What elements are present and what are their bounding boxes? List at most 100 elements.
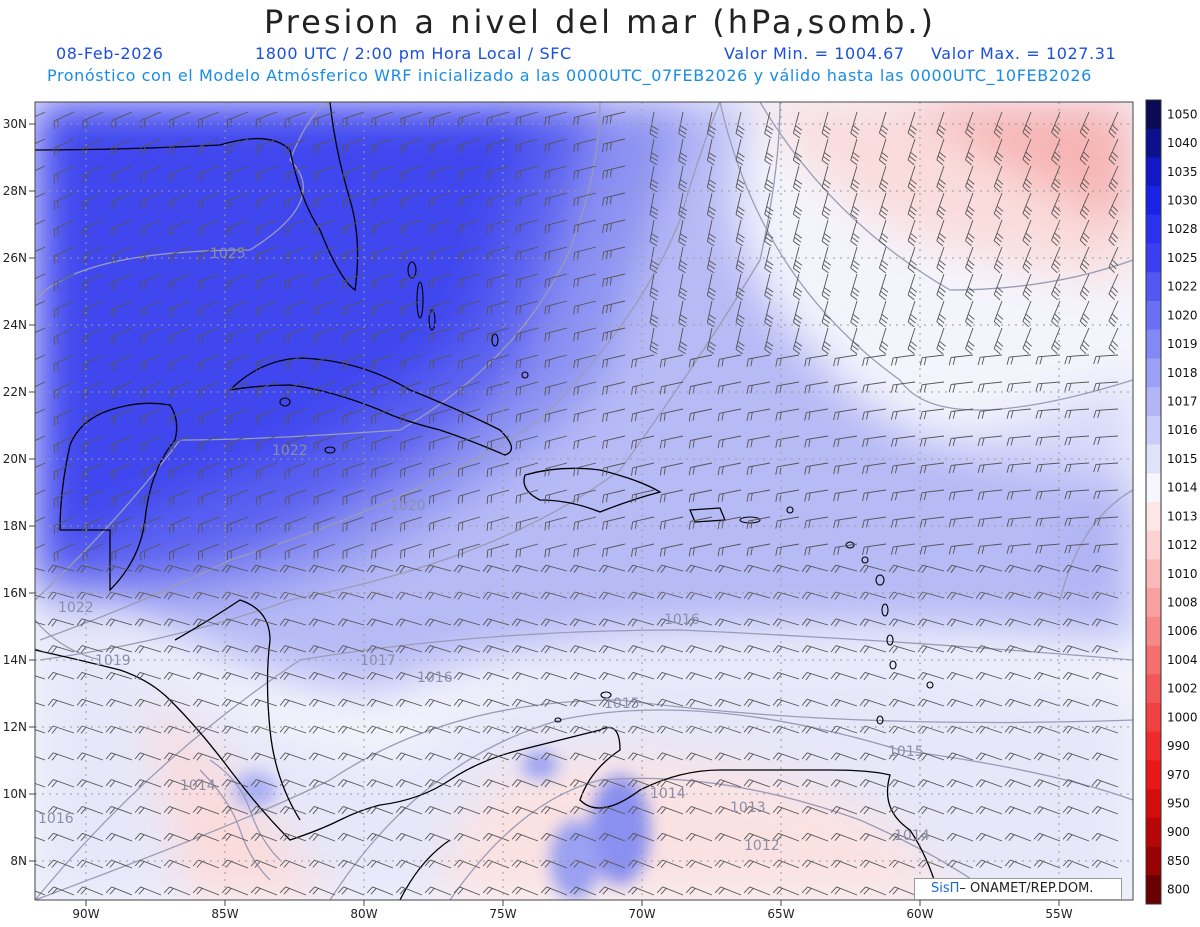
wind-barb [1051,219,1061,247]
wind-barb [198,138,220,156]
wind-barb [76,645,104,654]
wind-barb [250,832,278,842]
wind-barb [859,645,887,654]
wind-barb [1091,832,1119,842]
wind-barb [598,805,626,815]
wind-barb [284,165,307,182]
wind-barb [1108,300,1119,328]
wind-barb [544,462,568,477]
wind-barb [743,618,771,627]
wind-barb [775,516,800,529]
wind-barb [1079,111,1090,139]
wind-barb [821,111,831,139]
wind-barb [743,698,771,707]
wind-barb [764,327,774,355]
wind-barb [907,165,918,193]
wind-barb [1006,489,1032,500]
colorbar-label: 950 [1167,797,1190,811]
wind-barb [366,698,394,707]
wind-barb [1051,327,1061,355]
colorbar-swatch [1146,588,1161,618]
wind-barb [453,805,481,815]
wind-barb [544,489,568,504]
wind-barb [169,327,191,345]
wind-barb [515,138,539,153]
wind-barb [659,408,684,422]
wind-barb [134,671,162,681]
wind-barb [859,779,887,788]
wind-barbs [35,111,1119,896]
wind-barb [140,219,162,237]
wind-barb [936,165,946,193]
wind-barb [714,859,742,869]
wind-barb [515,219,539,234]
credit-brand: SisΠ [931,881,960,896]
wind-barb [308,832,336,842]
wind-barb [801,618,829,627]
wind-barb [337,591,365,600]
wind-barb [453,832,481,842]
wind-barb [1062,752,1090,761]
wind-barb [706,165,717,193]
wind-barb [400,192,423,208]
wind-barb [511,886,539,896]
wind-barb [772,645,800,654]
wind-barb [53,354,75,373]
wind-barb [602,543,626,558]
wind-barb [833,462,858,475]
wind-barb [371,219,394,235]
wind-barb [772,752,800,761]
wind-barb [105,725,133,734]
wind-barb [457,543,481,559]
wind-barb [163,832,191,842]
wind-barb [255,300,278,317]
wind-barb [862,408,887,421]
wind-barb [833,354,858,367]
wind-barb [573,111,597,126]
wind-barb [649,111,659,139]
wind-barb [515,165,539,180]
wind-barb [457,300,481,316]
wind-barb [227,543,249,560]
wind-barb [53,138,75,157]
wind-barb [801,886,829,896]
wind-barb [919,354,945,366]
wind-barb [598,779,626,788]
wind-barb [424,859,452,869]
wind-barb [169,300,191,318]
wind-barb [400,138,423,154]
wind-barb [948,381,974,393]
wind-barb [573,408,597,423]
wind-barb [198,381,220,399]
wind-barb [685,832,713,842]
wind-barb [1079,327,1090,355]
wind-barb [457,489,481,505]
wind-barb [111,165,133,183]
wind-barb [602,462,626,477]
wind-barb [227,192,249,209]
wind-barb [35,621,46,626]
wind-barb [35,567,46,572]
wind-barb [569,564,597,573]
wind-barb [627,564,655,573]
wind-barb [511,832,539,842]
wind-barb [735,300,745,328]
wind-barb [395,645,423,654]
wind-barb [685,564,713,573]
wind-barb [717,489,742,503]
lat-lon-grid [35,102,1133,900]
wind-barb [659,489,684,503]
wind-barb [1022,111,1033,139]
wind-barb [602,138,626,153]
isobar-label: 1019 [95,653,131,669]
wind-barb [917,564,945,573]
wind-barb [656,832,684,842]
wind-barb [598,698,626,707]
wind-barb [313,408,336,425]
wind-barb [850,327,860,355]
wind-barb [598,832,626,842]
wind-barb [917,591,945,600]
wind-barb [35,890,46,896]
wind-barb [850,246,860,274]
